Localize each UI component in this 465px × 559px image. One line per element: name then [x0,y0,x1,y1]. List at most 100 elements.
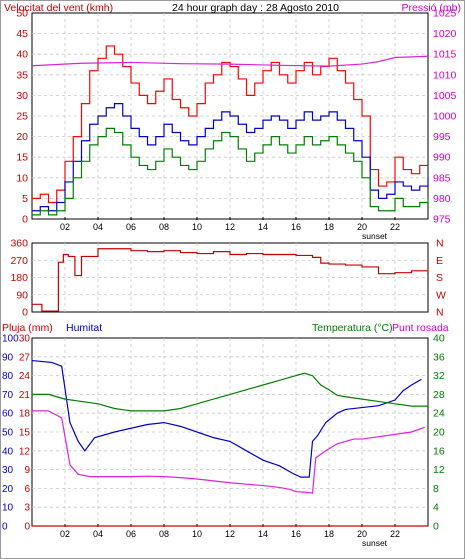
humidity-tick-label: 90 [2,352,14,363]
climate-hour-tick-label: 18 [324,529,334,539]
rain-tick-label: 21 [19,390,31,401]
wind-speed-tick-label: 5 [22,193,28,205]
dewpoint-line [32,410,425,494]
temperature-axis-title: Temperatura (°C) [312,322,393,334]
direction-degree-label: 270 [10,255,28,267]
temperature-tick-label: 16 [433,445,445,457]
climate-hour-tick-label: 08 [159,529,169,539]
climate-hour-tick-label: 20 [357,529,367,539]
pressure-tick-label: 1015 [433,49,457,61]
temperature-tick-label: 20 [433,427,445,439]
rain-tick-label: 9 [24,465,30,476]
wind-hour-tick-label: 02 [60,222,70,232]
wind-series [31,45,429,216]
climate-hour-tick-label: 16 [291,529,301,539]
rain-humidity-ticks: 0 3 6 9 12 15 18 21 24 27 30 0 10 20 30 40 50 60 70 80 90 100 [2,334,30,533]
wind-speed-ticks: 0 5 10 15 20 25 30 35 40 45 50 [16,8,28,226]
wind-speed-tick-label: 25 [16,111,28,123]
wind-speed-tick-label: 15 [16,152,28,164]
average-wind-line [32,103,429,212]
pressure-ticks: 975 980 985 990 995 1000 1005 1010 1015 1020 1025 [433,8,457,226]
temperature-tick-label: 0 [433,521,439,533]
wind-hour-tick-label: 10 [192,222,202,232]
temperature-tick-label: 40 [433,333,445,345]
humidity-tick-label: 70 [2,390,14,401]
pressure-tick-label: 990 [433,152,451,164]
wind-speed-tick-label: 20 [16,131,28,143]
rain-tick-label: 18 [19,409,31,420]
wind-hour-tick-label: 04 [93,222,103,232]
climate-series [31,359,428,527]
humidity-tick-label: 40 [2,446,14,457]
rain-tick-label: 3 [24,503,30,514]
direction-degree-label: 0 [22,307,28,319]
wind-hour-tick-label: 14 [258,222,268,232]
wind-hour-tick-label: 22 [390,222,400,232]
rain-axis-title: Pluja (mm) [2,322,53,334]
wind-hour-tick-label: 08 [159,222,169,232]
humidity-line [31,359,422,478]
speed-wind-line [32,127,429,216]
climate-hour-tick-label: 22 [390,529,400,539]
wind-direction-line [32,248,429,312]
temperature-ticks: 0 4 8 12 16 20 24 28 32 36 40 [433,333,445,533]
wind-speed-tick-label: 40 [16,49,28,61]
rain-tick-label: 12 [19,446,31,457]
direction-series [32,248,429,312]
wind-speed-tick-label: 35 [16,69,28,81]
rain-tick-label: 0 [24,522,30,533]
sunset-label-top: sunset [362,231,388,241]
wind-speed-tick-label: 0 [22,214,28,226]
temperature-tick-label: 12 [433,464,445,476]
wind-speed-tick-label: 45 [16,28,28,40]
direction-degree-label: 90 [16,289,28,301]
dewpoint-axis-title: Punt rosada [392,322,449,334]
wind-speed-tick-label: 30 [16,90,28,102]
direction-compass-label: N [436,238,444,250]
direction-grid [32,243,428,312]
wind-speed-tick-label: 10 [16,172,28,184]
temperature-tick-label: 28 [433,389,445,401]
rain-tick-label: 15 [19,428,31,439]
humidity-axis-title: Humitat [66,322,102,334]
pressure-tick-label: 975 [433,214,451,226]
pressure-tick-label: 1025 [433,8,457,20]
rain-tick-label: 27 [19,352,31,363]
sunset-label-bottom: sunset [362,538,388,548]
direction-compass-label: N [436,307,444,319]
wind-hour-ticks: 02 04 06 08 10 12 14 16 18 20 22 [60,217,400,232]
chart-title: 24 hour graph day : 28 Agosto 2010 [172,2,339,14]
wind-hour-tick-label: 12 [225,222,235,232]
pressure-tick-label: 995 [433,131,451,143]
climate-hour-tick-label: 10 [192,529,202,539]
climate-hour-tick-label: 12 [225,529,235,539]
pressure-tick-label: 1020 [433,28,457,40]
pressure-tick-label: 1005 [433,90,457,102]
climate-hour-tick-label: 04 [93,529,103,539]
pressure-tick-label: 1010 [433,69,457,81]
temperature-line [32,372,428,412]
climate-hour-tick-label: 02 [60,529,70,539]
pressure-tick-label: 980 [433,193,451,205]
climate-hour-tick-label: 06 [126,529,136,539]
direction-compass-label: W [436,289,446,301]
direction-degree-label: 180 [10,272,28,284]
humidity-tick-label: 30 [2,465,14,476]
temperature-tick-label: 36 [433,351,445,363]
direction-compass-label: S [436,272,443,284]
humidity-tick-label: 100 [2,334,19,345]
pressure-line [31,55,429,67]
climate-hour-tick-label: 14 [258,529,268,539]
humidity-tick-label: 80 [2,371,14,382]
temperature-tick-label: 32 [433,370,445,382]
wind-speed-tick-label: 50 [16,8,28,20]
humidity-tick-label: 50 [2,428,14,439]
direction-degree-ticks: 0 90 180 270 360 [10,238,28,319]
wind-hour-tick-label: 20 [357,222,367,232]
temperature-tick-label: 8 [433,483,439,495]
pressure-tick-label: 1000 [433,111,457,123]
rain-tick-label: 30 [19,334,31,345]
pressure-axis-title: Pressió (mb) [401,2,461,14]
